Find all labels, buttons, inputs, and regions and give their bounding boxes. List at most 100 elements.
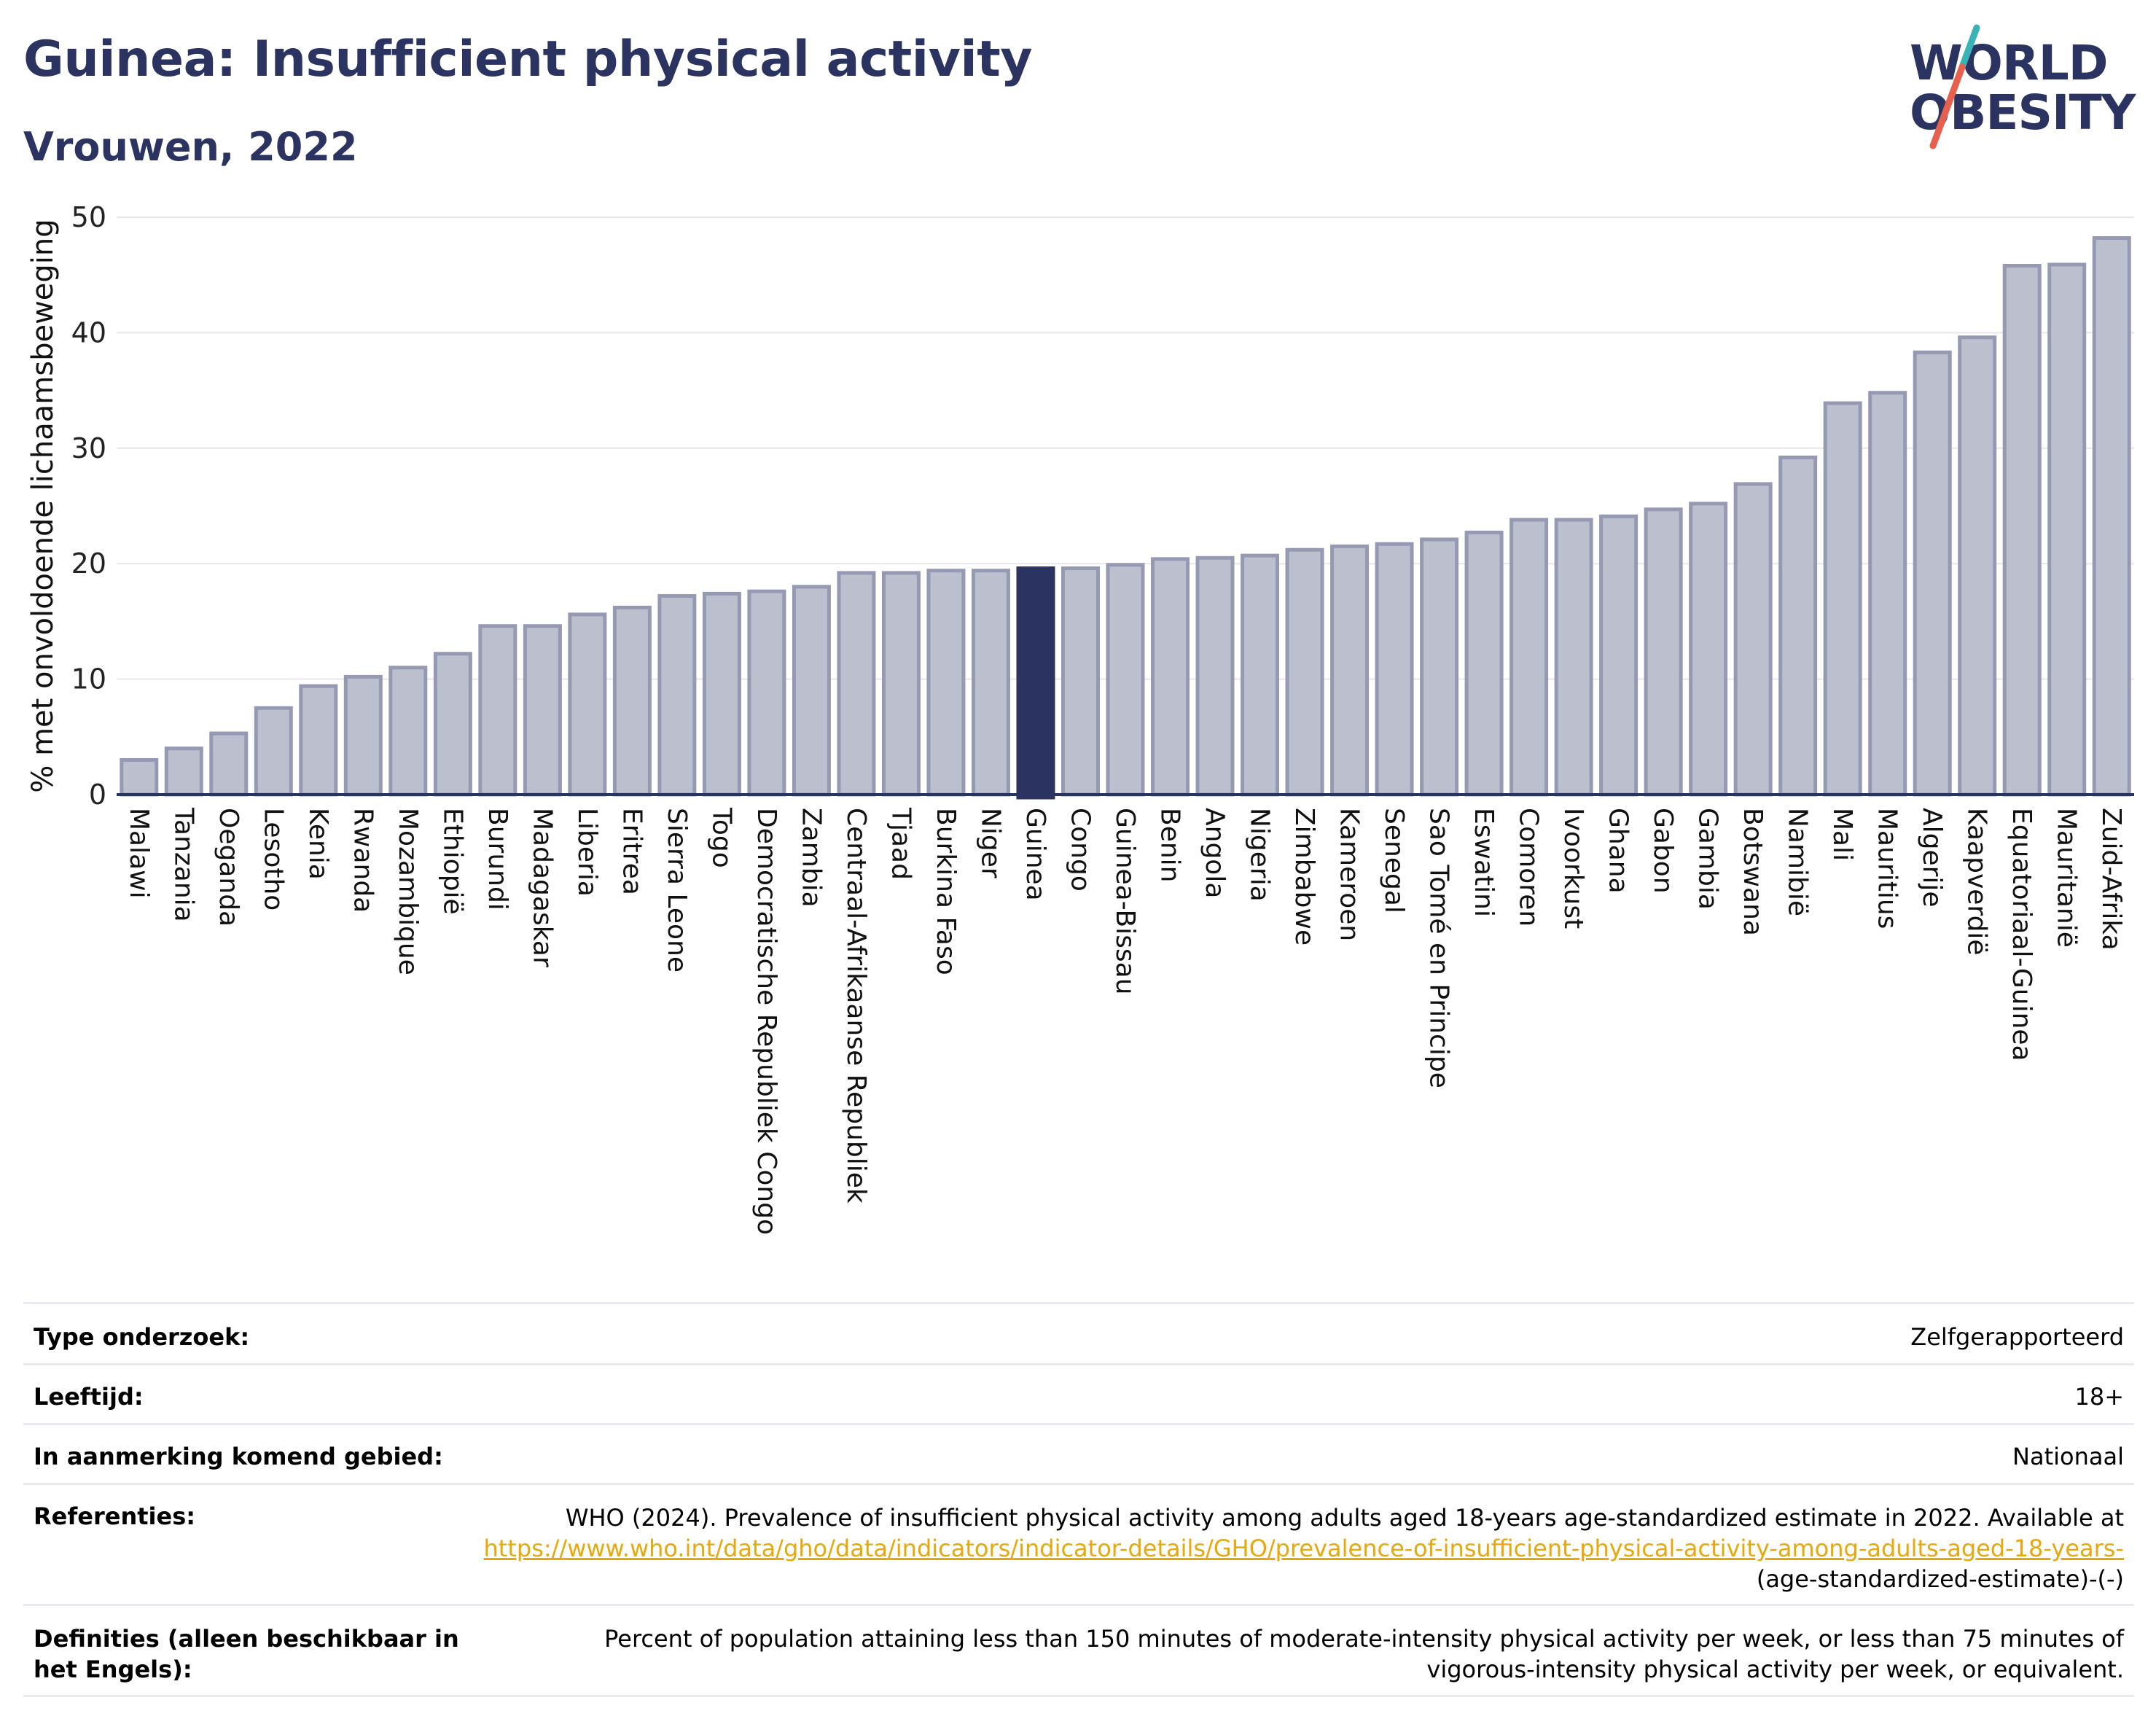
x-tick-label: Mozambique xyxy=(393,808,423,975)
logo-slash-icon xyxy=(1929,24,1980,149)
bar-sierra-leone xyxy=(657,594,697,797)
x-tick-label: Togo xyxy=(706,807,736,868)
x-tick-label: Kaapverdië xyxy=(1962,808,1992,956)
bar-democratische-republiek-congo xyxy=(747,589,786,797)
bar-botswana xyxy=(1733,482,1773,797)
survey-type-label: Type onderzoek: xyxy=(34,1323,250,1351)
x-tick-label: Gambia xyxy=(1693,808,1723,910)
chart-title: Guinea: Insufficient physical activity xyxy=(23,31,1033,88)
x-tick-label: Zambia xyxy=(796,808,826,908)
definitions-label: Definities (alleen beschikbaar in het En… xyxy=(34,1625,459,1683)
bar-kameroen xyxy=(1330,544,1370,797)
references-value: WHO (2024). Prevalence of insufficient p… xyxy=(448,1502,2125,1594)
bar-zimbabwe xyxy=(1285,547,1324,797)
x-tick-label: Lesotho xyxy=(258,808,288,911)
area-label: In aanmerking komend gebied: xyxy=(34,1443,443,1470)
x-tick-label: Guinea-Bissau xyxy=(1110,808,1140,995)
bar-gambia xyxy=(1689,502,1728,797)
x-tick-label: Kenia xyxy=(303,808,333,880)
definitions-value: Percent of population attaining less tha… xyxy=(604,1625,2124,1683)
x-tick-label: Tjaad xyxy=(886,807,915,880)
row-area: In aanmerking komend gebied: Nationaal xyxy=(23,1423,2134,1483)
logo-line-1: WORLD xyxy=(1910,35,2109,91)
bar-congo xyxy=(1061,566,1100,797)
x-tick-label: Ethiopië xyxy=(437,808,467,915)
info-table: Type onderzoek: Zelfgerapporteerd Leefti… xyxy=(23,1302,2134,1697)
references-link[interactable]: https://www.who.int/data/gho/data/indica… xyxy=(483,1535,2125,1562)
x-tick-label: Namibië xyxy=(1783,808,1813,916)
references-suffix: (age-standardized-estimate)-(-) xyxy=(1756,1565,2124,1593)
x-tick-label: Ivoorkust xyxy=(1558,808,1588,929)
bar-liberia xyxy=(568,612,607,797)
x-tick-label: Burundi xyxy=(483,808,512,911)
x-tick-label: Tanzania xyxy=(168,807,198,922)
x-tick-label: Eritrea xyxy=(617,808,647,895)
bar-burkina-faso xyxy=(926,569,966,797)
bar-rwanda xyxy=(343,674,383,797)
x-tick-label: Mauritanië xyxy=(2052,808,2082,948)
survey-type-value: Zelfgerapporteerd xyxy=(1910,1323,2124,1351)
y-tick-label: 30 xyxy=(71,432,106,464)
x-tick-label: Congo xyxy=(1065,808,1095,892)
bar-guinea xyxy=(1016,566,1055,800)
bar-gabon xyxy=(1644,507,1683,797)
bar-tanzania xyxy=(164,746,203,797)
age-value: 18+ xyxy=(2074,1383,2124,1411)
bar-benin xyxy=(1151,557,1190,797)
row-survey-type: Type onderzoek: Zelfgerapporteerd xyxy=(23,1302,2134,1363)
x-tick-label: Zuid-Afrika xyxy=(2096,808,2126,951)
bar-ghana xyxy=(1599,514,1639,797)
bar-togo xyxy=(702,591,741,797)
x-tick-label: Guinea xyxy=(1020,808,1050,901)
x-tick-label: Centraal-Afrikaanse Republiek xyxy=(841,808,871,1204)
x-tick-label: Oeganda xyxy=(214,808,243,927)
x-tick-label: Eswatini xyxy=(1469,808,1499,917)
x-tick-label: Niger xyxy=(975,808,1005,878)
bar-lesotho xyxy=(254,706,293,797)
x-tick-label: Zimbabwe xyxy=(1289,808,1319,946)
bar-oeganda xyxy=(209,731,249,797)
bar-mali xyxy=(1823,401,1862,797)
bar-madagaskar xyxy=(523,624,562,797)
bar-tjaad xyxy=(881,571,921,797)
bar-malawi xyxy=(120,757,159,797)
bar-centraal-afrikaanse-republiek xyxy=(837,571,876,797)
x-tick-label: Liberia xyxy=(572,808,602,897)
row-age: Leeftijd: 18+ xyxy=(23,1363,2134,1423)
x-tick-label: Angola xyxy=(1200,808,1230,898)
x-tick-label: Democratische Republiek Congo xyxy=(751,808,781,1235)
bar-mauritius xyxy=(1868,391,1907,797)
y-tick-label: 20 xyxy=(71,547,106,580)
x-tick-label: Mali xyxy=(1827,808,1857,861)
bar-burundi xyxy=(478,624,517,797)
bar-kenia xyxy=(299,684,338,797)
bar-ivoorkust xyxy=(1554,518,1593,797)
bar-mauritani- xyxy=(2047,262,2087,797)
bar-guinea-bissau xyxy=(1106,563,1145,797)
y-tick-label: 10 xyxy=(71,663,106,695)
row-references: Referenties: WHO (2024). Prevalence of i… xyxy=(23,1483,2134,1604)
x-tick-label: Rwanda xyxy=(348,808,378,913)
y-axis-label: % met onvoldoende lichaamsbeweging xyxy=(26,219,60,792)
bar-algerije xyxy=(1913,350,1952,797)
bars xyxy=(120,236,2131,800)
bar-kaapverdi- xyxy=(1958,335,1997,797)
bar-niger xyxy=(971,569,1010,797)
x-tick-label: Gabon xyxy=(1648,808,1678,894)
y-tick-label: 50 xyxy=(71,201,106,233)
bar-chart: 0 10 20 30 40 50 Malawi Tanzania Oeganda Lesotho… xyxy=(26,201,2134,1235)
x-tick-label: Algerije xyxy=(1917,808,1947,908)
bar-ethiopi- xyxy=(433,652,472,797)
x-axis-labels: Malawi Tanzania Oeganda Lesotho Kenia Rwanda M… xyxy=(124,807,2126,1235)
x-tick-label: Senegal xyxy=(1379,808,1409,913)
y-tick-label: 0 xyxy=(89,779,106,811)
bar-zuid-afrika xyxy=(2092,236,2131,797)
bar-eswatini xyxy=(1464,530,1504,797)
x-tick-label: Madagaskar xyxy=(527,808,557,967)
age-label: Leeftijd: xyxy=(34,1383,144,1411)
x-tick-label: Comoren xyxy=(1514,808,1544,927)
bar-senegal xyxy=(1375,542,1414,797)
x-tick-label: Equatoriaal-Guinea xyxy=(2007,808,2036,1061)
bar-nigeria xyxy=(1241,553,1280,797)
x-tick-label: Mauritius xyxy=(1872,808,1902,929)
